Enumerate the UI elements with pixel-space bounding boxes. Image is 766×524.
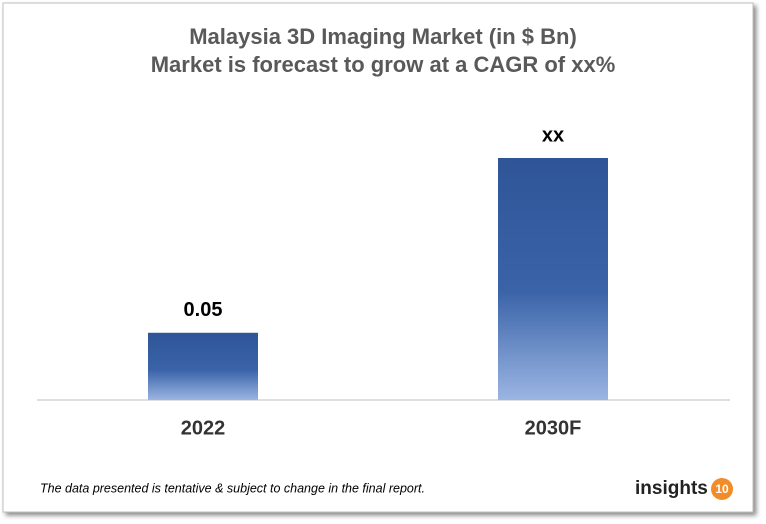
logo-badge-text: 10 [715,482,729,496]
chart-title: Malaysia 3D Imaging Market (in $ Bn) [189,24,577,49]
logo-text: insights [635,478,708,499]
bar [148,332,258,400]
x-tick-label: 2022 [181,417,226,439]
bar [498,158,608,400]
chart-subtitle: Market is forecast to grow at a CAGR of … [151,52,616,77]
logo-badge [711,478,733,500]
frame [2,2,754,513]
value-label: xx [542,124,564,146]
footnote: The data presented is tentative & subjec… [40,481,425,495]
value-label: 0.05 [184,299,223,321]
x-tick-label: 2030F [525,417,582,439]
